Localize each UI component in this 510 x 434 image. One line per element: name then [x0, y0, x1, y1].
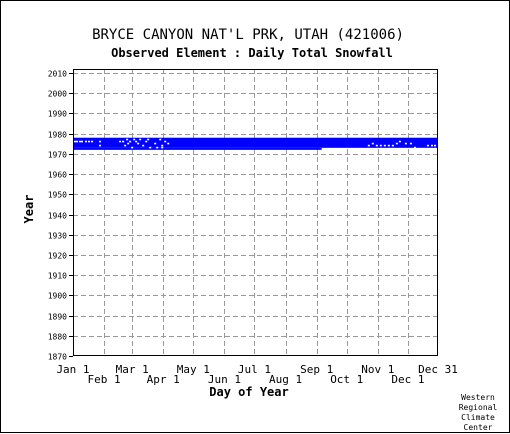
x-tick-label: Sep 1	[300, 363, 333, 376]
missing-mark	[145, 140, 148, 143]
y-tick-label: 1990	[48, 110, 67, 119]
credit-line-1: Western	[461, 393, 495, 402]
missing-mark	[383, 144, 386, 147]
credit-block: Western Regional Climate Center	[459, 393, 498, 432]
y-tick-label: 1950	[48, 191, 67, 200]
missing-mark	[142, 144, 145, 147]
missing-mark	[167, 142, 170, 145]
x-tick-label: Feb 1	[88, 373, 121, 386]
missing-mark	[76, 140, 79, 143]
missing-mark	[139, 138, 142, 141]
missing-mark	[154, 142, 157, 145]
y-tick-label: 1890	[48, 313, 67, 322]
y-tick-label: 2000	[48, 90, 67, 99]
missing-mark	[404, 142, 407, 145]
missing-mark	[99, 140, 102, 143]
missing-mark	[156, 146, 159, 149]
missing-mark	[379, 144, 382, 147]
missing-mark	[129, 140, 132, 143]
missing-mark	[126, 138, 129, 141]
x-tick-label: Jun 1	[208, 373, 241, 386]
y-tick-label: 1870	[48, 353, 67, 362]
missing-mark	[398, 140, 401, 143]
missing-mark	[99, 144, 102, 147]
x-tick-label: Oct 1	[330, 373, 363, 386]
missing-mark	[122, 140, 125, 143]
missing-mark	[426, 144, 429, 147]
missing-mark	[119, 140, 122, 143]
y-tick-label: 1970	[48, 151, 67, 160]
x-tick-label: Jul 1	[238, 363, 271, 376]
missing-mark	[127, 142, 130, 145]
missing-mark	[395, 142, 398, 145]
x-tick-label: Dec 1	[391, 373, 424, 386]
x-tick-label: Dec 31	[418, 363, 458, 376]
missing-mark	[74, 140, 77, 143]
y-axis-label: Year	[22, 195, 36, 224]
missing-mark	[164, 140, 167, 143]
x-tick-label: Mar 1	[116, 363, 149, 376]
plot-area: 1870 1880 1890 1900 1910 1920 1930 1940 1950 1960…	[48, 69, 458, 386]
missing-mark	[149, 146, 152, 149]
credit-line-4: Center	[464, 423, 493, 432]
credit-line-2: Regional	[459, 403, 498, 412]
x-tick-label: Nov 1	[361, 363, 394, 376]
chart-title: BRYCE CANYON NAT'L PRK, UTAH (421006)	[92, 27, 404, 43]
missing-mark	[430, 144, 433, 147]
x-tick-label: Aug 1	[269, 373, 302, 386]
missing-mark	[409, 142, 412, 145]
y-tick-label: 1960	[48, 171, 67, 180]
missing-mark	[387, 144, 390, 147]
missing-mark	[161, 146, 164, 149]
chart-subtitle: Observed Element : Daily Total Snowfall	[111, 46, 393, 60]
x-axis-label: Day of Year	[209, 385, 288, 399]
missing-mark	[375, 144, 378, 147]
data-block	[73, 137, 438, 148]
missing-mark	[81, 140, 84, 143]
y-tick-label: 1980	[48, 131, 67, 140]
y-tick-label: 2010	[48, 70, 67, 79]
x-tick-label: Apr 1	[147, 373, 180, 386]
y-tick-label: 1920	[48, 252, 67, 261]
missing-mark	[367, 144, 370, 147]
missing-mark	[137, 142, 140, 145]
missing-mark	[131, 146, 134, 149]
credit-line-3: Climate	[461, 413, 495, 422]
missing-mark	[124, 144, 127, 147]
y-tick-label: 1880	[48, 333, 67, 342]
missing-mark	[91, 140, 94, 143]
missing-mark	[433, 144, 436, 147]
missing-mark	[88, 140, 91, 143]
x-tick-label: Jan 1	[56, 363, 89, 376]
missing-mark	[133, 138, 136, 141]
missing-mark	[147, 138, 150, 141]
data-block	[73, 147, 322, 150]
missing-mark	[161, 144, 164, 147]
missing-mark	[85, 140, 88, 143]
missing-mark	[391, 144, 394, 147]
missing-mark	[413, 146, 416, 149]
x-tick-label: May 1	[177, 363, 210, 376]
y-tick-label: 1930	[48, 232, 67, 241]
missing-mark	[135, 140, 138, 143]
missing-mark	[371, 142, 374, 145]
y-tick-label: 1910	[48, 272, 67, 281]
y-tick-label: 1900	[48, 292, 67, 301]
missing-mark	[159, 138, 162, 141]
y-tick-label: 1940	[48, 212, 67, 221]
plot-border	[73, 69, 438, 356]
missing-mark	[79, 140, 82, 143]
